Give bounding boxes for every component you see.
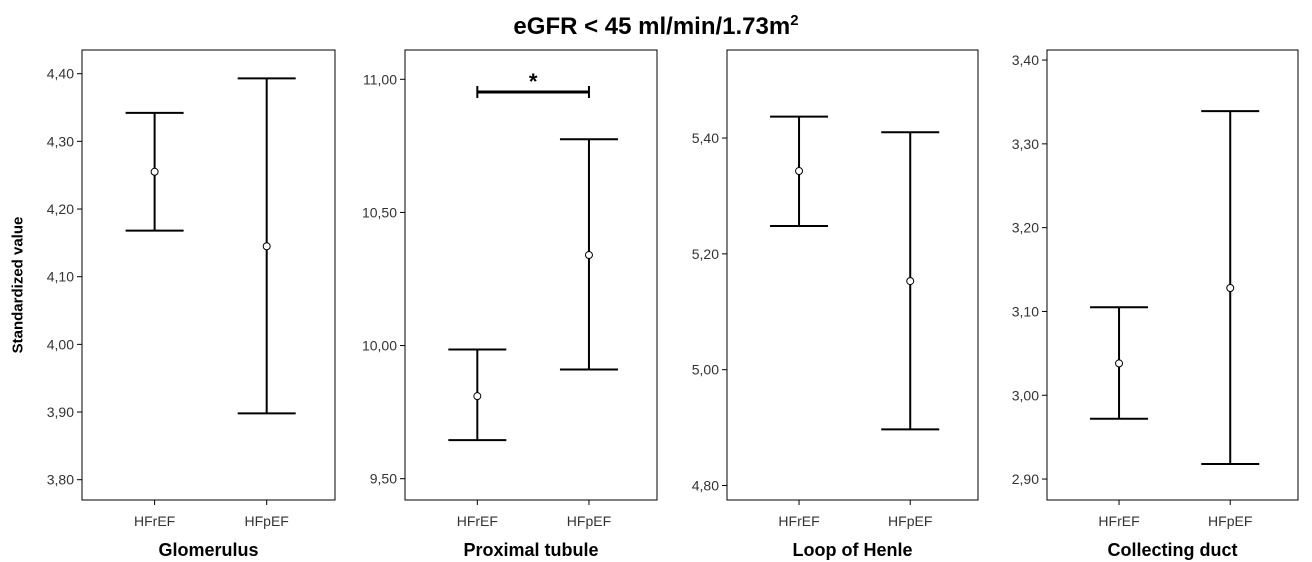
x-tick-label: HFrEF — [778, 513, 819, 529]
panel-label: Collecting duct — [1108, 540, 1238, 560]
y-tick-label: 4,00 — [47, 336, 74, 352]
y-tick-label: 5,00 — [692, 362, 719, 378]
x-tick-label: HFpEF — [888, 513, 932, 529]
x-tick-label: HFrEF — [457, 513, 498, 529]
x-tick-label: HFpEF — [1208, 513, 1252, 529]
y-tick-label: 3,00 — [1012, 387, 1039, 403]
y-tick-label: 3,80 — [47, 472, 74, 488]
x-tick-label: HFrEF — [134, 513, 175, 529]
y-tick-label: 3,10 — [1012, 303, 1039, 319]
mean-point — [150, 167, 159, 176]
y-tick-label: 3,40 — [1012, 52, 1039, 68]
x-tick-label: HFpEF — [567, 513, 611, 529]
y-tick-label: 3,90 — [47, 404, 74, 420]
y-tick-label: 11,00 — [363, 71, 397, 87]
panel-label: Loop of Henle — [793, 540, 913, 560]
mean-point — [584, 251, 593, 260]
y-tick-label: 5,40 — [692, 130, 719, 146]
mean-point — [1115, 359, 1124, 368]
mean-point — [262, 242, 271, 251]
significance-marker: * — [529, 69, 538, 94]
y-tick-label: 4,10 — [47, 269, 74, 285]
chart-title-superscript: 2 — [790, 12, 799, 29]
y-tick-label: 10,50 — [362, 204, 397, 220]
mean-point — [906, 277, 915, 286]
y-tick-label: 4,80 — [692, 478, 719, 494]
panel-label: Glomerulus — [158, 540, 258, 560]
panel-frame — [1046, 49, 1299, 501]
x-tick-label: HFrEF — [1098, 513, 1139, 529]
mean-point — [1226, 283, 1235, 292]
chart-title: eGFR < 45 ml/min/1.73m2 — [0, 12, 1312, 41]
chart-title-text: eGFR < 45 ml/min/1.73m — [513, 13, 791, 40]
x-tick-label: HFpEF — [245, 513, 289, 529]
y-tick-label: 3,20 — [1012, 220, 1039, 236]
panel-label: Proximal tubule — [463, 540, 598, 560]
y-tick-label: 2,90 — [1012, 471, 1039, 487]
y-tick-label: 9,50 — [370, 471, 397, 487]
y-tick-label: 4,30 — [47, 133, 74, 149]
mean-point — [473, 392, 482, 401]
y-tick-label: 3,30 — [1012, 136, 1039, 152]
y-tick-label: 10,00 — [362, 338, 397, 354]
panel-frame — [726, 49, 979, 501]
y-tick-label: 4,20 — [47, 201, 74, 217]
y-tick-label: 5,20 — [692, 246, 719, 262]
mean-point — [795, 167, 804, 176]
y-tick-label: 4,40 — [47, 66, 74, 82]
panel-frame — [404, 49, 658, 501]
panel-frame — [81, 49, 336, 501]
